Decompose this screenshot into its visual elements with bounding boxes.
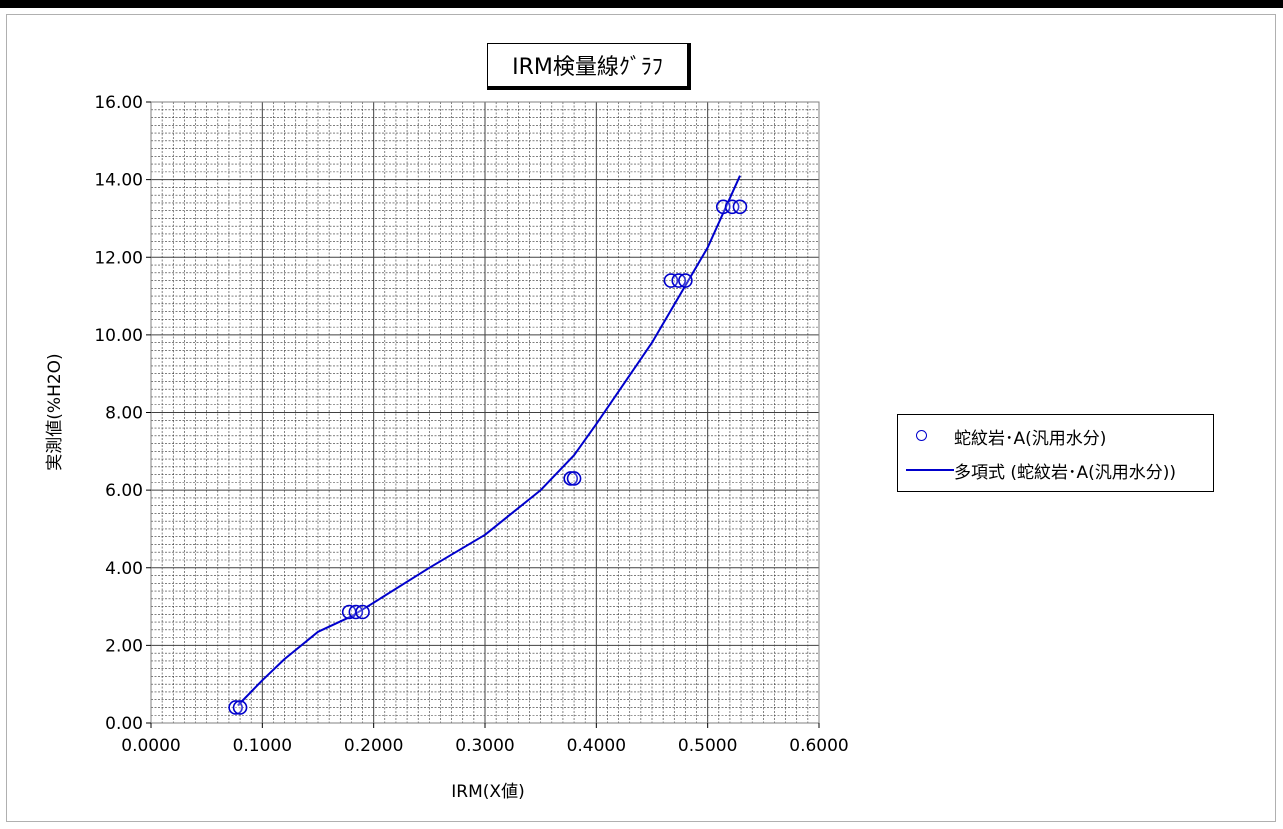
y-tick-label: 0.00 [105,714,143,734]
legend-label-scatter: 蛇紋岩･A(汎用水分) [954,428,1107,449]
legend-label-trendline: 多項式 (蛇紋岩･A(汎用水分)) [954,462,1177,483]
x-tick-label: 0.5000 [678,736,737,756]
data-point [355,604,370,620]
legend-item-scatter: 蛇紋岩･A(汎用水分) [898,421,1106,451]
top-border-bar [0,0,1283,8]
chart-frame [6,14,1276,822]
x-tick-label: 0.6000 [789,736,848,756]
chart-title: IRM検量線ｸﾞﾗﾌ [487,43,691,90]
trendline-path [237,175,741,707]
x-tick-label: 0.2000 [344,736,403,756]
y-axis-ticks: 0.00 2.00 4.00 6.00 8.00 10.00 12.00 14.00 16.00 [94,93,151,734]
legend-marker-symbol [898,421,954,451]
y-tick-label: 4.00 [105,559,143,579]
x-axis-label: IRM(X値) [451,782,524,802]
y-tick-label: 8.00 [105,404,143,424]
trendline [237,175,741,707]
data-point [678,273,693,288]
data-point [232,700,248,715]
legend-item-trendline: 多項式 (蛇紋岩･A(汎用水分)) [898,455,1176,485]
y-axis-label: 実測値(%H2O) [45,353,65,470]
y-tick-label: 2.00 [105,636,143,656]
x-axis-ticks: 0.0000 0.1000 0.2000 0.3000 0.4000 0.5000 0.60… [121,723,849,756]
data-points [228,199,748,715]
data-point [732,199,748,215]
data-point [724,199,740,215]
major-grid [151,102,819,723]
y-tick-label: 14.00 [94,171,143,191]
x-tick-label: 0.1000 [233,736,292,756]
legend: 蛇紋岩･A(汎用水分) 多項式 (蛇紋岩･A(汎用水分)) [897,414,1214,492]
x-tick-label: 0.0000 [121,736,180,756]
y-tick-label: 10.00 [94,326,143,346]
x-tick-label: 0.4000 [567,736,626,756]
data-point [563,471,579,486]
y-tick-label: 12.00 [94,248,143,268]
y-tick-label: 16.00 [94,93,143,113]
data-point [566,471,582,486]
y-tick-label: 6.00 [105,481,143,501]
data-point [663,273,679,288]
x-tick-label: 0.3000 [455,736,514,756]
legend-line-symbol [898,455,954,485]
data-point [228,700,243,715]
